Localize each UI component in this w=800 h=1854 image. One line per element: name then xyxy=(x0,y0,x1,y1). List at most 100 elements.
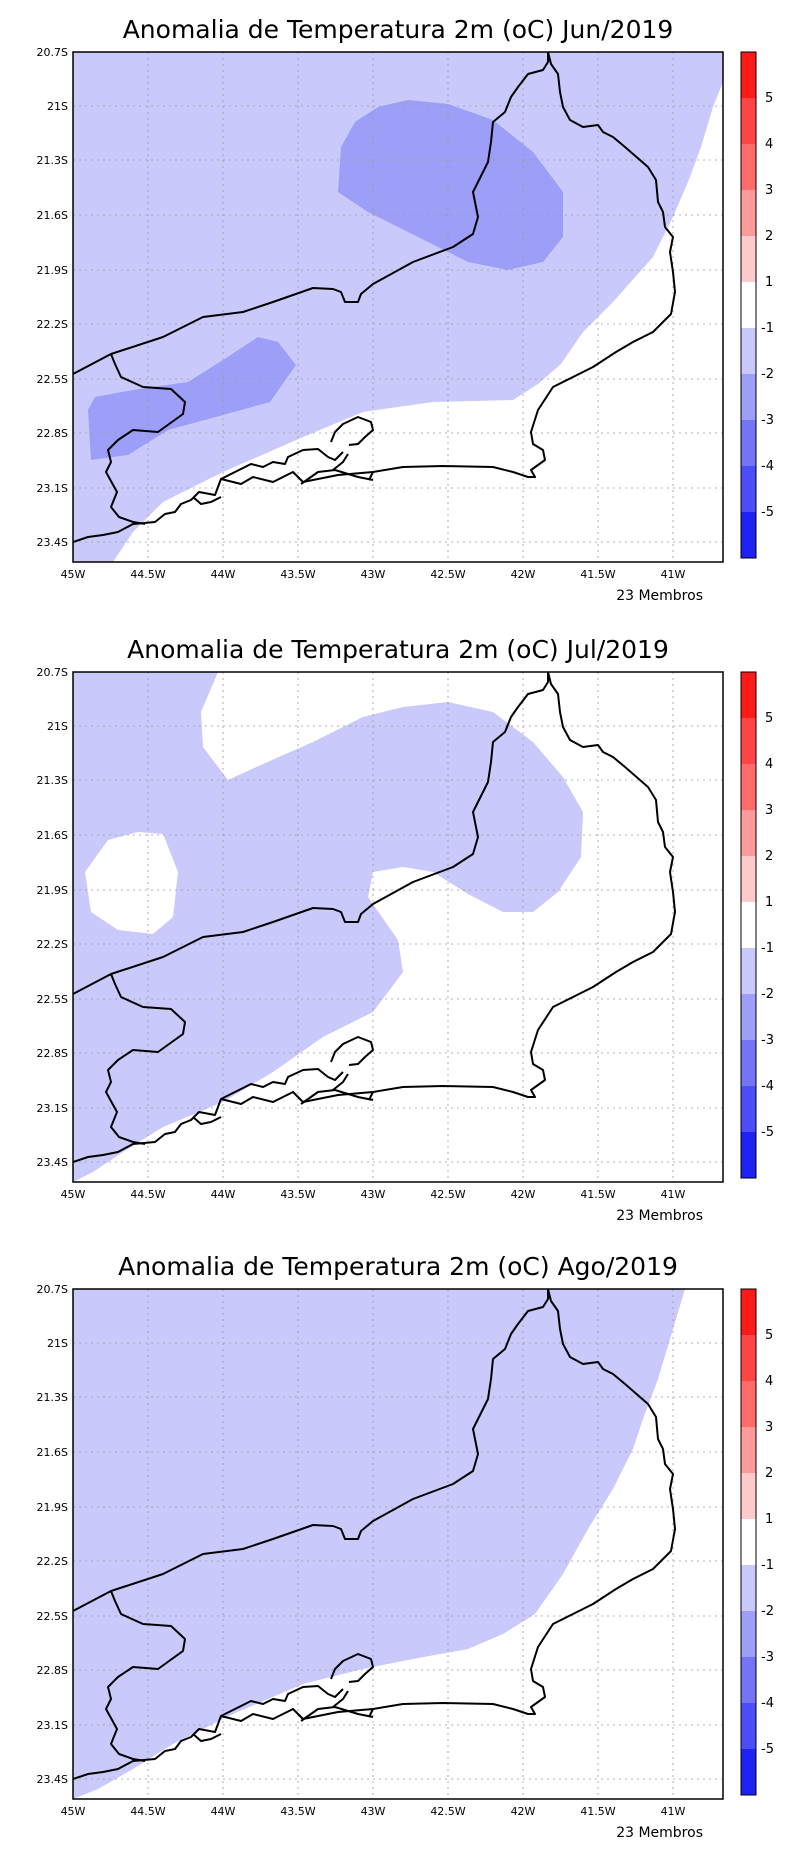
svg-text:43.5W: 43.5W xyxy=(280,568,315,581)
svg-text:41.5W: 41.5W xyxy=(580,1188,615,1201)
svg-text:5: 5 xyxy=(765,1328,773,1343)
svg-text:22.5S: 22.5S xyxy=(37,1610,68,1623)
svg-text:42.5W: 42.5W xyxy=(430,1188,465,1201)
svg-text:45W: 45W xyxy=(61,1188,86,1201)
svg-text:42W: 42W xyxy=(511,1188,536,1201)
svg-text:21S: 21S xyxy=(47,1337,68,1350)
anomaly-region-weak-negative xyxy=(73,1289,685,1799)
svg-text:41W: 41W xyxy=(661,1188,686,1201)
svg-text:41W: 41W xyxy=(661,568,686,581)
map-title: Anomalia de Temperatura 2m (oC) Jun/2019 xyxy=(123,15,674,44)
svg-text:44.5W: 44.5W xyxy=(130,568,165,581)
svg-text:22.8S: 22.8S xyxy=(37,1664,68,1677)
svg-text:21S: 21S xyxy=(47,720,68,733)
svg-text:-2: -2 xyxy=(761,987,774,1002)
svg-text:21.3S: 21.3S xyxy=(37,774,68,787)
svg-text:20.7S: 20.7S xyxy=(37,1283,68,1296)
svg-text:23.1S: 23.1S xyxy=(37,482,68,495)
y-axis-labels: 20.7S 21S 21.3S 21.6S 21.9S 22.2S 22.5S … xyxy=(37,46,68,549)
svg-text:3: 3 xyxy=(765,1420,773,1435)
svg-text:-1: -1 xyxy=(761,941,774,956)
svg-text:21.9S: 21.9S xyxy=(37,884,68,897)
members-note: 23 Membros xyxy=(616,588,703,604)
grid-lines xyxy=(73,1289,723,1799)
svg-text:41W: 41W xyxy=(661,1805,686,1818)
anomaly-region-weak-negative xyxy=(73,52,723,562)
svg-text:43.5W: 43.5W xyxy=(280,1188,315,1201)
svg-text:44.5W: 44.5W xyxy=(130,1805,165,1818)
svg-text:23.4S: 23.4S xyxy=(37,1156,68,1169)
svg-text:43W: 43W xyxy=(361,1188,386,1201)
svg-text:44.5W: 44.5W xyxy=(130,1188,165,1201)
svg-text:5: 5 xyxy=(765,711,773,726)
svg-text:-3: -3 xyxy=(761,1650,774,1665)
svg-text:1: 1 xyxy=(765,895,773,910)
anomaly-region-moderate-negative-west xyxy=(88,337,296,460)
svg-text:-1: -1 xyxy=(761,1558,774,1573)
colorbar: 5 4 3 2 1 -1 -2 -3 -4 -5 xyxy=(740,1288,774,1796)
svg-text:21.9S: 21.9S xyxy=(37,1501,68,1514)
grid-lines xyxy=(73,672,723,1182)
x-axis-labels: 45W 44.5W 44W 43.5W 43W 42.5W 42W 41.5W … xyxy=(61,1805,686,1818)
members-note: 23 Membros xyxy=(616,1208,703,1224)
svg-text:43W: 43W xyxy=(361,1805,386,1818)
svg-text:44W: 44W xyxy=(211,1188,236,1201)
svg-text:-5: -5 xyxy=(761,1742,774,1757)
svg-text:41.5W: 41.5W xyxy=(580,1805,615,1818)
svg-text:20.7S: 20.7S xyxy=(37,666,68,679)
map-panel-jul: Anomalia de Temperatura 2m (oC) Jul/2019 xyxy=(37,635,774,1224)
svg-text:41.5W: 41.5W xyxy=(580,568,615,581)
svg-text:3: 3 xyxy=(765,803,773,818)
svg-text:43W: 43W xyxy=(361,568,386,581)
svg-text:1: 1 xyxy=(765,275,773,290)
map-frame xyxy=(72,1288,724,1800)
svg-text:-3: -3 xyxy=(761,413,774,428)
x-axis-labels: 45W 44.5W 44W 43.5W 43W 42.5W 42W 41.5W … xyxy=(61,1188,686,1201)
anomaly-region-neutral-pocket xyxy=(85,832,178,934)
svg-text:45W: 45W xyxy=(61,568,86,581)
svg-text:4: 4 xyxy=(765,1374,773,1389)
svg-text:42W: 42W xyxy=(511,1805,536,1818)
svg-text:23.1S: 23.1S xyxy=(37,1719,68,1732)
map-panel-jun: Anomalia de Temperatura 2m (oC) Jun/2019 xyxy=(37,15,774,604)
colorbar: 5 4 3 2 1 -1 -2 -3 -4 -5 xyxy=(740,51,774,559)
svg-text:4: 4 xyxy=(765,757,773,772)
svg-text:23.4S: 23.4S xyxy=(37,1773,68,1786)
y-axis-labels: 20.7S 21S 21.3S 21.6S 21.9S 22.2S 22.5S … xyxy=(37,666,68,1169)
x-axis-labels: 45W 44.5W 44W 43.5W 43W 42.5W 42W 41.5W … xyxy=(61,568,686,581)
svg-text:22.2S: 22.2S xyxy=(37,1555,68,1568)
anomaly-region-moderate-negative-north xyxy=(338,100,563,270)
svg-text:42W: 42W xyxy=(511,568,536,581)
svg-text:2: 2 xyxy=(765,849,773,864)
svg-text:44W: 44W xyxy=(211,1805,236,1818)
svg-text:2: 2 xyxy=(765,229,773,244)
anomaly-region-weak-negative xyxy=(73,672,583,1182)
svg-text:21.6S: 21.6S xyxy=(37,1446,68,1459)
svg-text:21.6S: 21.6S xyxy=(37,209,68,222)
svg-text:2: 2 xyxy=(765,1466,773,1481)
svg-text:45W: 45W xyxy=(61,1805,86,1818)
svg-text:20.7S: 20.7S xyxy=(37,46,68,59)
colorbar: 5 4 3 2 1 -1 -2 -3 -4 -5 xyxy=(740,671,774,1179)
map-frame xyxy=(72,671,724,1183)
svg-text:-5: -5 xyxy=(761,505,774,520)
svg-text:-2: -2 xyxy=(761,1604,774,1619)
svg-text:-4: -4 xyxy=(761,1696,774,1711)
svg-text:44W: 44W xyxy=(211,568,236,581)
svg-text:22.8S: 22.8S xyxy=(37,1047,68,1060)
svg-text:22.2S: 22.2S xyxy=(37,318,68,331)
svg-text:-2: -2 xyxy=(761,367,774,382)
svg-text:22.5S: 22.5S xyxy=(37,373,68,386)
svg-text:22.2S: 22.2S xyxy=(37,938,68,951)
map-title: Anomalia de Temperatura 2m (oC) Jul/2019 xyxy=(127,635,669,664)
svg-text:21S: 21S xyxy=(47,100,68,113)
svg-text:-5: -5 xyxy=(761,1125,774,1140)
svg-text:3: 3 xyxy=(765,183,773,198)
svg-text:4: 4 xyxy=(765,137,773,152)
svg-text:43.5W: 43.5W xyxy=(280,1805,315,1818)
svg-text:-4: -4 xyxy=(761,459,774,474)
svg-text:21.3S: 21.3S xyxy=(37,154,68,167)
svg-text:-3: -3 xyxy=(761,1033,774,1048)
svg-text:21.9S: 21.9S xyxy=(37,264,68,277)
svg-text:21.3S: 21.3S xyxy=(37,1391,68,1404)
